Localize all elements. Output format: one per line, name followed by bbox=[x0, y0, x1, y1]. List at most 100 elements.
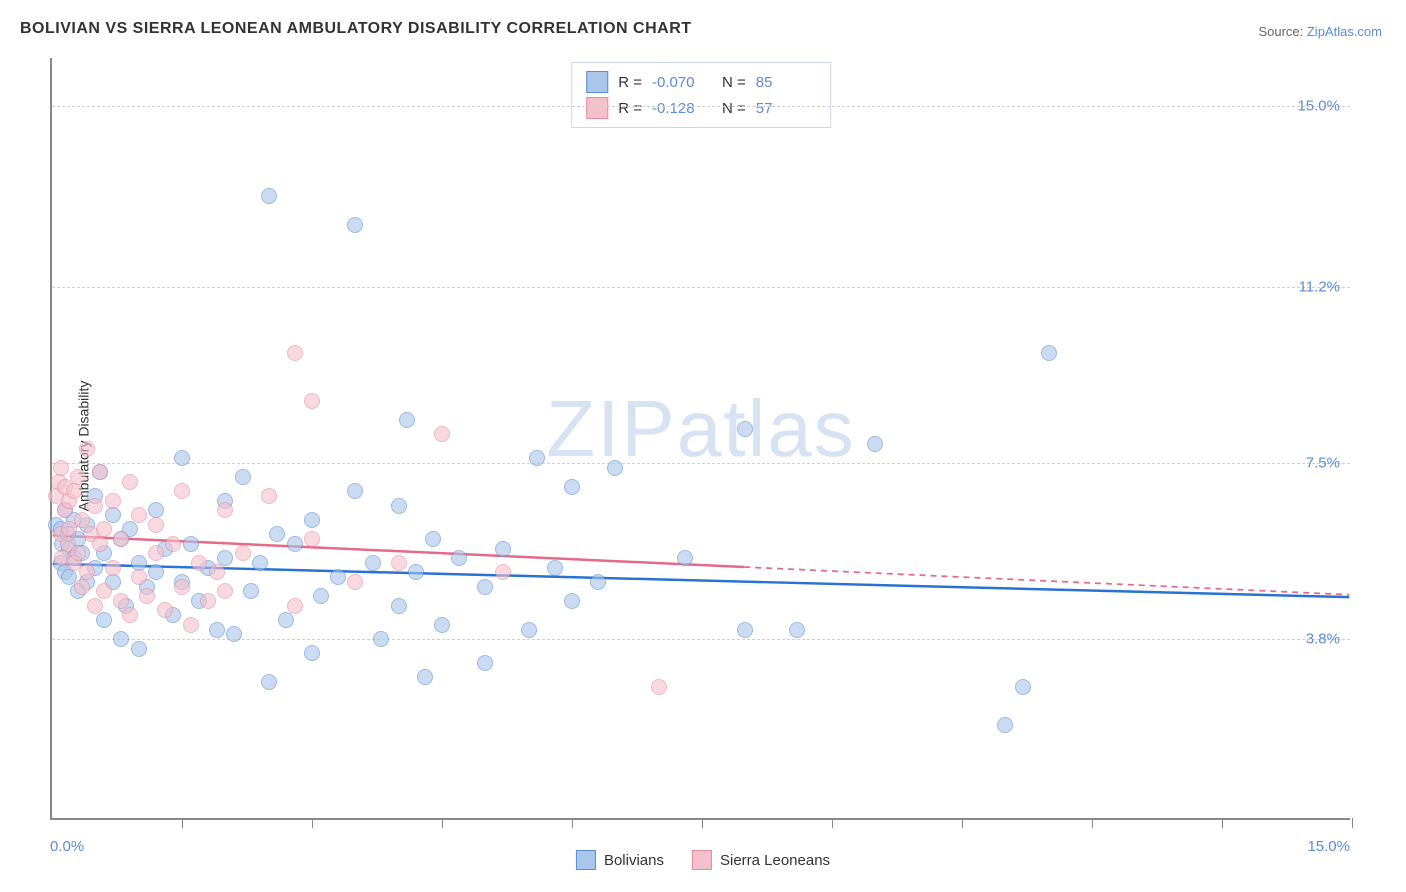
legend-n-value: 85 bbox=[756, 74, 816, 91]
data-point bbox=[564, 593, 580, 609]
data-point bbox=[157, 602, 173, 618]
data-point bbox=[373, 631, 389, 647]
data-point bbox=[304, 531, 320, 547]
x-label-left: 0.0% bbox=[50, 838, 84, 855]
data-point bbox=[105, 507, 121, 523]
gridline-horizontal bbox=[52, 106, 1350, 107]
data-point bbox=[434, 617, 450, 633]
data-point bbox=[347, 217, 363, 233]
y-tick-label: 7.5% bbox=[1306, 454, 1340, 471]
data-point bbox=[87, 598, 103, 614]
data-point bbox=[867, 436, 883, 452]
data-point bbox=[243, 583, 259, 599]
data-point bbox=[590, 574, 606, 590]
data-point bbox=[105, 560, 121, 576]
data-point bbox=[737, 622, 753, 638]
data-point bbox=[183, 536, 199, 552]
data-point bbox=[287, 598, 303, 614]
data-point bbox=[235, 469, 251, 485]
data-point bbox=[677, 550, 693, 566]
gridline-horizontal bbox=[52, 287, 1350, 288]
bottom-legend: Bolivians Sierra Leoneans bbox=[576, 850, 830, 870]
data-point bbox=[391, 555, 407, 571]
data-point bbox=[347, 574, 363, 590]
data-point bbox=[304, 645, 320, 661]
data-point bbox=[148, 517, 164, 533]
data-point bbox=[529, 450, 545, 466]
gridline-horizontal bbox=[52, 463, 1350, 464]
plot-area: ZIPatlas R =-0.070N =85R =-0.128N =57 3.… bbox=[50, 58, 1350, 820]
y-tick-label: 15.0% bbox=[1297, 97, 1340, 114]
y-tick-label: 11.2% bbox=[1299, 278, 1340, 295]
data-point bbox=[1041, 345, 1057, 361]
data-point bbox=[79, 441, 95, 457]
y-tick-label: 3.8% bbox=[1306, 631, 1340, 648]
data-point bbox=[209, 622, 225, 638]
data-point bbox=[165, 536, 181, 552]
data-point bbox=[148, 564, 164, 580]
data-point bbox=[131, 507, 147, 523]
data-point bbox=[217, 502, 233, 518]
bottom-legend-label: Sierra Leoneans bbox=[720, 852, 830, 869]
data-point bbox=[200, 593, 216, 609]
data-point bbox=[105, 493, 121, 509]
data-point bbox=[278, 612, 294, 628]
data-point bbox=[451, 550, 467, 566]
x-tick bbox=[1352, 818, 1353, 828]
data-point bbox=[96, 583, 112, 599]
data-point bbox=[191, 555, 207, 571]
data-point bbox=[53, 460, 69, 476]
data-point bbox=[261, 674, 277, 690]
trend-lines bbox=[52, 58, 1350, 818]
data-point bbox=[261, 488, 277, 504]
bottom-legend-item: Sierra Leoneans bbox=[692, 850, 830, 870]
data-point bbox=[313, 588, 329, 604]
data-point bbox=[235, 545, 251, 561]
data-point bbox=[477, 655, 493, 671]
x-tick bbox=[1222, 818, 1223, 828]
data-point bbox=[651, 679, 667, 695]
data-point bbox=[70, 469, 86, 485]
watermark: ZIPatlas bbox=[546, 383, 855, 475]
data-point bbox=[113, 531, 129, 547]
legend-swatch bbox=[692, 850, 712, 870]
data-point bbox=[70, 545, 86, 561]
legend-r-label: R = bbox=[618, 74, 642, 91]
bottom-legend-label: Bolivians bbox=[604, 852, 664, 869]
source-label: Source: ZipAtlas.com bbox=[1258, 24, 1382, 39]
data-point bbox=[209, 564, 225, 580]
data-point bbox=[477, 579, 493, 595]
data-point bbox=[122, 474, 138, 490]
data-point bbox=[269, 526, 285, 542]
data-point bbox=[79, 564, 95, 580]
legend-swatch bbox=[586, 97, 608, 119]
data-point bbox=[789, 622, 805, 638]
data-point bbox=[226, 626, 242, 642]
data-point bbox=[131, 641, 147, 657]
x-tick bbox=[312, 818, 313, 828]
data-point bbox=[252, 555, 268, 571]
data-point bbox=[174, 579, 190, 595]
data-point bbox=[96, 521, 112, 537]
x-tick bbox=[442, 818, 443, 828]
bottom-legend-item: Bolivians bbox=[576, 850, 664, 870]
source-link[interactable]: ZipAtlas.com bbox=[1307, 24, 1382, 39]
data-point bbox=[87, 498, 103, 514]
data-point bbox=[399, 412, 415, 428]
data-point bbox=[495, 541, 511, 557]
data-point bbox=[365, 555, 381, 571]
legend-r-label: R = bbox=[618, 100, 642, 117]
data-point bbox=[174, 483, 190, 499]
data-point bbox=[304, 393, 320, 409]
data-point bbox=[1015, 679, 1031, 695]
x-tick bbox=[1092, 818, 1093, 828]
data-point bbox=[495, 564, 511, 580]
data-point bbox=[417, 669, 433, 685]
data-point bbox=[997, 717, 1013, 733]
legend-swatch bbox=[586, 71, 608, 93]
trend-line-dashed bbox=[744, 567, 1349, 595]
x-tick bbox=[702, 818, 703, 828]
legend-swatch bbox=[576, 850, 596, 870]
data-point bbox=[183, 617, 199, 633]
data-point bbox=[607, 460, 623, 476]
